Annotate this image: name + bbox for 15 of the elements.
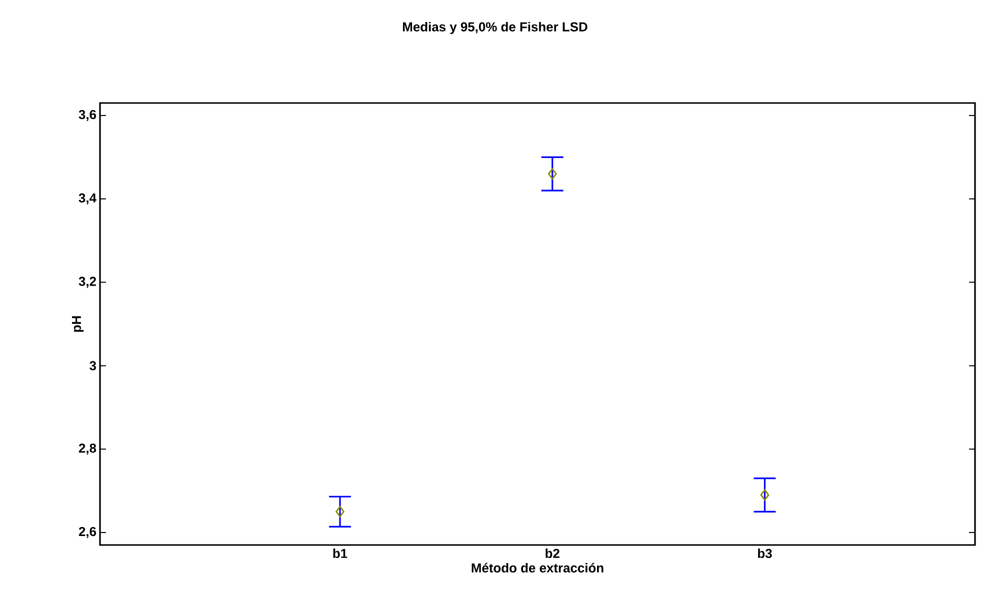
x-tick-label: b1	[333, 548, 348, 558]
x-tick-label: b2	[546, 548, 560, 558]
chart-title: Medias y 95,0% de Fisher LSD	[403, 22, 588, 34]
point	[548, 168, 557, 180]
x-axis-title: Método de extracción	[472, 562, 604, 573]
y-tick-label: 2,6	[78, 526, 96, 538]
point	[336, 506, 344, 518]
y-tick-label: 3,4	[78, 193, 96, 204]
y-tick-label: 3,2	[78, 276, 96, 288]
y-tick-label: 3	[90, 361, 96, 370]
x-tick-label: b3	[758, 548, 772, 558]
y-tick-label: 2,8	[78, 444, 96, 455]
y-axis-title: pH	[72, 316, 84, 332]
point	[760, 489, 770, 501]
y-tick-label: 3,6	[78, 110, 96, 122]
